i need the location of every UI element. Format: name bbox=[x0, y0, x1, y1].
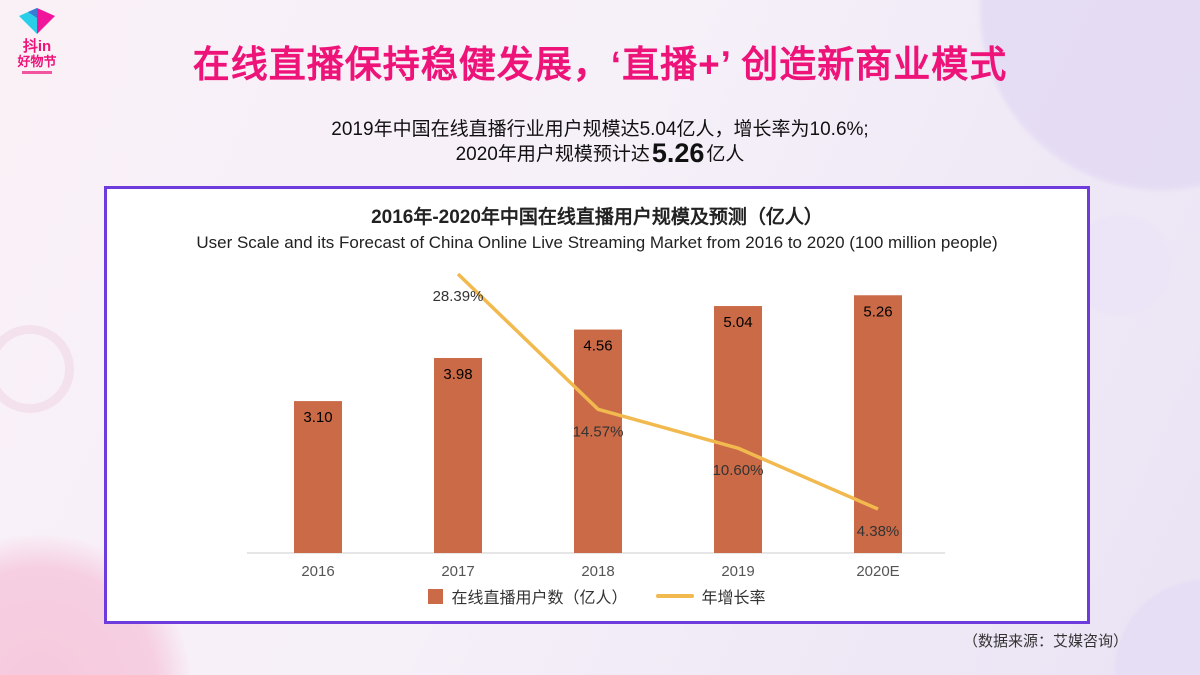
bar-value-label: 3.10 bbox=[303, 409, 332, 426]
data-source: （数据来源：艾媒咨询） bbox=[962, 633, 1128, 650]
slide-title: 在线直播保持稳健发展，‘直播+’ 创造新商业模式 bbox=[192, 44, 1008, 85]
decorative-circle bbox=[1115, 580, 1200, 675]
chart-title-en: User Scale and its Forecast of China Onl… bbox=[196, 233, 998, 252]
chart-plot: 3.10 2016 3.98 2017 4.56 2018 5.04 2019 5.26 2020… bbox=[247, 272, 945, 580]
legend-item-bar: 在线直播用户数（亿人） bbox=[428, 584, 628, 608]
logo-text-line1: 抖in bbox=[22, 37, 52, 55]
subtitle-line2-suffix: 亿人 bbox=[706, 144, 745, 165]
bar-value-label: 5.26 bbox=[863, 303, 892, 320]
logo-underline bbox=[22, 71, 52, 75]
logo: 抖in 好物节 bbox=[14, 8, 60, 75]
chart-title-cn: 2016年-2020年中国在线直播用户规模及预测（亿人） bbox=[371, 207, 823, 228]
growth-line bbox=[456, 272, 879, 511]
bar-value-label: 4.56 bbox=[583, 338, 612, 355]
bar-2020E bbox=[854, 295, 902, 553]
growth-label: 4.38% bbox=[857, 523, 900, 540]
chart-legend: 在线直播用户数（亿人） 年增长率 bbox=[107, 584, 1087, 608]
bar-2018 bbox=[574, 329, 622, 553]
legend-bar-label: 在线直播用户数（亿人） bbox=[451, 590, 628, 607]
bar-value-label: 3.98 bbox=[443, 366, 472, 383]
bar-2019 bbox=[714, 306, 762, 553]
growth-label: 10.60% bbox=[713, 462, 764, 479]
subtitle-line1: 2019年中国在线直播行业用户规模达5.04亿人，增长率为10.6%; bbox=[331, 119, 869, 140]
category-label: 2017 bbox=[441, 563, 474, 580]
bar-value-label: 5.04 bbox=[723, 314, 752, 331]
category-label: 2016 bbox=[301, 563, 334, 580]
legend-item-line: 年增长率 bbox=[655, 584, 766, 608]
legend-line-label: 年增长率 bbox=[701, 590, 766, 607]
category-label: 2020E bbox=[856, 563, 899, 580]
logo-diamond-icon bbox=[19, 8, 55, 34]
category-label: 2018 bbox=[581, 563, 614, 580]
growth-label: 28.39% bbox=[433, 288, 484, 305]
subtitle-line2-value: 5.26 bbox=[651, 138, 705, 168]
growth-label: 14.57% bbox=[573, 423, 624, 440]
chart-box: 2016年-2020年中国在线直播用户规模及预测（亿人） User Scale … bbox=[104, 186, 1090, 624]
logo-text-line2: 好物节 bbox=[17, 53, 57, 69]
legend-line-swatch bbox=[655, 594, 694, 598]
bar-2016 bbox=[294, 401, 342, 553]
decorative-ring bbox=[0, 325, 74, 413]
subtitle-line2: 2020年用户规模预计达5.26 亿人 bbox=[0, 138, 1200, 169]
bar-2017 bbox=[434, 357, 482, 553]
category-label: 2019 bbox=[721, 563, 754, 580]
legend-bar-swatch bbox=[428, 588, 444, 604]
subtitle-line2-prefix: 2020年用户规模预计达 bbox=[455, 144, 650, 165]
